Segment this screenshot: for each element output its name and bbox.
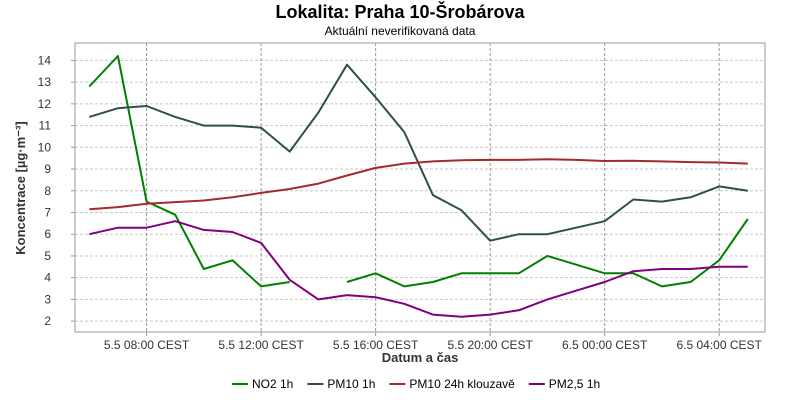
y-axis-title: Koncentrace [µg·m⁻³]	[13, 121, 28, 255]
y-tick-label: 9	[44, 162, 51, 176]
x-axis: 5.5 08:00 CEST 5.5 12:00 CEST 5.5 16:00 CE…	[104, 332, 763, 352]
chart-subtitle: Aktuální neverifikovaná data	[325, 24, 476, 38]
y-tick-label: 14	[38, 53, 52, 67]
y-tick-label: 11	[39, 119, 52, 133]
y-axis: 2 3 4 5 6 7 8 9 10 11 12 13 14	[38, 53, 75, 328]
x-tick-label: 6.5 00:00 CEST	[562, 338, 648, 352]
series-line-pm10-1h	[89, 63, 748, 242]
x-tick-label: 5.5 20:00 CEST	[447, 338, 533, 352]
x-axis-title: Datum a čas	[382, 350, 459, 365]
y-tick-label: 6	[44, 227, 51, 241]
x-tick-label: 5.5 16:00 CEST	[333, 338, 419, 352]
y-tick-label: 10	[38, 140, 52, 154]
legend-label: PM10 24h klouzavě	[409, 377, 515, 391]
y-tick-label: 12	[38, 97, 52, 111]
plot-frame	[74, 42, 766, 333]
grid	[75, 43, 765, 332]
y-tick-label: 3	[44, 292, 51, 306]
x-tick-label: 5.5 12:00 CEST	[218, 338, 304, 352]
x-tick-label: 5.5 08:00 CEST	[104, 338, 190, 352]
legend-label: PM2,5 1h	[549, 377, 600, 391]
series-line-no2-1h	[88, 55, 290, 288]
series-line-pm10-24h-klouzav	[89, 158, 748, 211]
y-tick-label: 2	[44, 314, 51, 328]
y-tick-label: 13	[38, 75, 52, 89]
series-lines	[88, 55, 749, 318]
series-line-no2-1h	[346, 218, 749, 288]
legend-label: PM10 1h	[327, 377, 375, 391]
y-tick-label: 4	[44, 271, 51, 285]
series-line-pm2-5-1h	[89, 220, 748, 318]
x-tick-label: 6.5 04:00 CEST	[676, 338, 762, 352]
legend: NO2 1h PM10 1h PM10 24h klouzavě PM2,5 1h	[232, 377, 600, 391]
legend-label: NO2 1h	[252, 377, 293, 391]
y-tick-label: 7	[44, 205, 51, 219]
y-tick-label: 8	[44, 184, 51, 198]
plot-area	[74, 42, 766, 333]
chart-title: Lokalita: Praha 10-Šrobárova	[275, 1, 525, 22]
y-tick-label: 5	[44, 249, 51, 263]
